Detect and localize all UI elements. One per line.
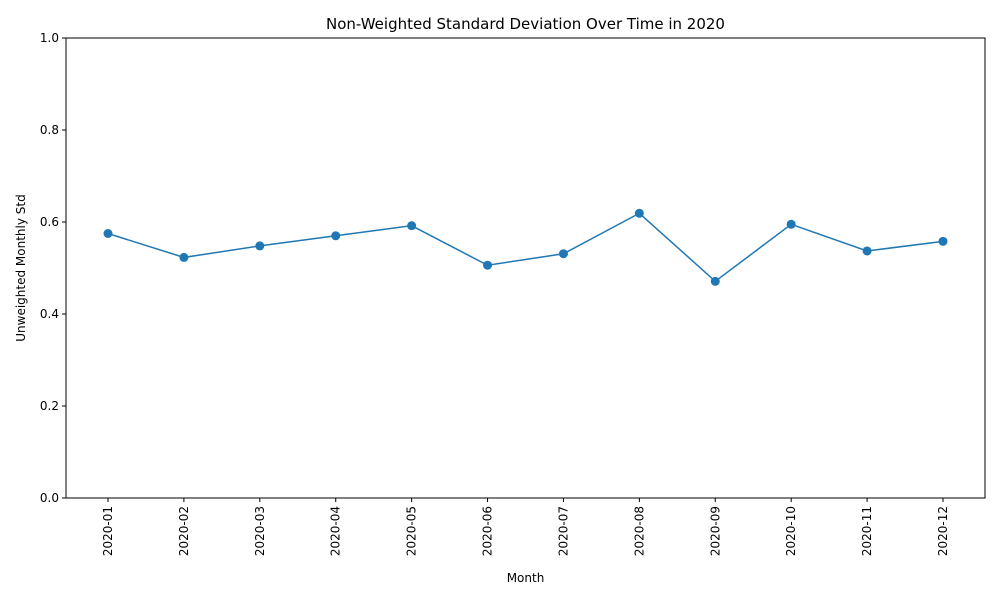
x-tick-label: 2020-01	[101, 506, 115, 556]
y-tick-label: 0.2	[40, 399, 59, 413]
x-tick-label: 2020-03	[253, 506, 267, 556]
y-tick-label: 0.8	[40, 123, 59, 137]
series-line	[107, 212, 944, 283]
data-point	[103, 229, 113, 238]
x-tick-label: 2020-06	[481, 506, 495, 556]
x-tick-label: 2020-08	[632, 506, 646, 556]
plot-area	[66, 38, 985, 498]
data-point	[938, 236, 948, 246]
data-point	[483, 260, 493, 270]
data-point	[558, 249, 568, 259]
data-point	[634, 208, 644, 218]
data-point	[255, 241, 265, 251]
data-point	[786, 219, 796, 229]
x-tick-label: 2020-04	[329, 506, 343, 556]
y-tick-label: 0.6	[40, 215, 59, 229]
x-tick-label: 2020-05	[405, 506, 419, 556]
data-point	[331, 231, 341, 241]
x-tick-label: 2020-07	[556, 506, 570, 556]
series-markers	[103, 208, 948, 286]
x-tick-label: 2020-10	[784, 506, 798, 556]
x-tick-label: 2020-12	[936, 506, 950, 556]
y-tick-label: 0.4	[40, 307, 59, 321]
chart-title: Non-Weighted Standard Deviation Over Tim…	[326, 15, 725, 33]
data-point	[407, 221, 417, 231]
y-axis-label: Unweighted Monthly Std	[14, 194, 28, 341]
x-axis-label: Month	[507, 571, 545, 585]
x-axis-ticks: 2020-01 2020-02 2020-03 2020-04 2020-05 2020-…	[101, 498, 950, 556]
data-point	[862, 246, 872, 256]
x-tick-label: 2020-02	[177, 506, 191, 556]
plot-frame	[65, 37, 986, 499]
data-point	[710, 276, 720, 286]
y-tick-label: 1.0	[40, 31, 59, 45]
y-axis-ticks: 0.0 0.2 0.4 0.6 0.8 1.0	[40, 31, 66, 505]
y-tick-label: 0.0	[40, 491, 59, 505]
x-tick-label: 2020-09	[708, 506, 722, 556]
x-tick-label: 2020-11	[860, 506, 874, 556]
data-point	[179, 252, 189, 262]
